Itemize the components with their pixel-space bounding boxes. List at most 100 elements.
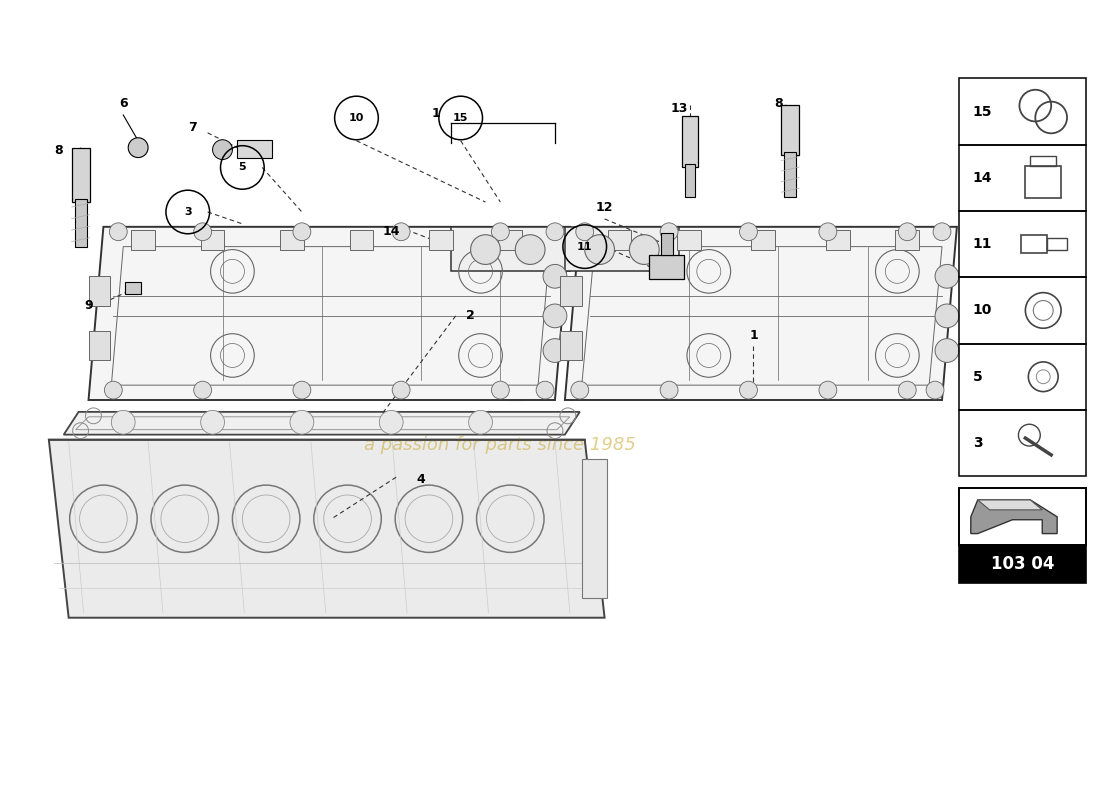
Circle shape [212, 140, 232, 159]
Text: 6: 6 [119, 97, 128, 110]
Text: 2: 2 [466, 310, 475, 322]
Circle shape [492, 223, 509, 241]
Circle shape [471, 234, 501, 265]
Circle shape [293, 381, 311, 399]
Circle shape [129, 138, 149, 158]
Circle shape [536, 381, 554, 399]
Bar [784, 152, 796, 197]
Circle shape [660, 223, 678, 241]
Bar [959, 488, 1086, 546]
Circle shape [543, 265, 566, 288]
Text: 14: 14 [972, 171, 992, 185]
Text: 7: 7 [188, 122, 197, 134]
Bar [429, 230, 453, 250]
Bar [498, 230, 522, 250]
Bar [88, 330, 110, 361]
Circle shape [111, 410, 135, 434]
Bar [280, 230, 304, 250]
Circle shape [515, 234, 544, 265]
Circle shape [660, 381, 678, 399]
Bar [959, 78, 1086, 145]
Bar [959, 546, 1086, 583]
Bar [125, 282, 141, 294]
Bar [685, 165, 695, 197]
Circle shape [739, 223, 758, 241]
Bar [781, 105, 799, 154]
Bar [607, 230, 631, 250]
Circle shape [543, 304, 566, 328]
Circle shape [739, 381, 758, 399]
Circle shape [818, 381, 837, 399]
Circle shape [109, 223, 128, 241]
Circle shape [492, 381, 509, 399]
Text: 11: 11 [578, 242, 593, 252]
Circle shape [899, 223, 916, 241]
Bar [661, 233, 673, 254]
Bar [131, 230, 155, 250]
Text: 10: 10 [972, 303, 992, 318]
Text: 11: 11 [972, 237, 992, 251]
Bar [200, 230, 224, 250]
Bar [959, 145, 1086, 211]
Text: 10: 10 [349, 113, 364, 123]
Text: 8: 8 [774, 97, 782, 110]
Bar [676, 230, 701, 250]
Text: 4: 4 [417, 473, 426, 486]
Bar [959, 278, 1086, 343]
Polygon shape [565, 227, 679, 271]
Polygon shape [48, 439, 605, 618]
Polygon shape [978, 500, 1042, 510]
Circle shape [293, 223, 311, 241]
Circle shape [469, 410, 493, 434]
Bar [582, 459, 606, 598]
Bar [959, 343, 1086, 410]
Text: 5: 5 [239, 162, 246, 173]
Bar [350, 230, 373, 250]
Circle shape [194, 381, 211, 399]
Circle shape [629, 234, 659, 265]
Text: a passion for parts since 1985: a passion for parts since 1985 [364, 435, 636, 454]
Bar [826, 230, 849, 250]
Text: 15: 15 [453, 113, 469, 123]
Bar [751, 230, 776, 250]
Polygon shape [451, 227, 570, 271]
Bar [560, 330, 582, 361]
Text: 15: 15 [972, 105, 992, 118]
Bar [238, 140, 272, 158]
Polygon shape [971, 500, 1057, 534]
Circle shape [818, 223, 837, 241]
Circle shape [393, 381, 410, 399]
Bar [959, 211, 1086, 278]
Circle shape [571, 381, 588, 399]
Bar [1031, 156, 1056, 166]
Bar [88, 276, 110, 306]
Circle shape [585, 234, 615, 265]
Bar [72, 148, 89, 202]
Circle shape [935, 338, 959, 362]
Text: 5: 5 [972, 370, 982, 384]
Circle shape [935, 304, 959, 328]
Bar [1047, 238, 1067, 250]
Bar [959, 410, 1086, 476]
Text: 103 04: 103 04 [991, 555, 1054, 574]
Bar [649, 254, 684, 279]
Bar [75, 199, 87, 246]
Text: 9: 9 [85, 299, 92, 313]
Text: 1: 1 [431, 106, 440, 119]
Text: 8: 8 [54, 144, 63, 157]
Circle shape [935, 265, 959, 288]
Bar [895, 230, 920, 250]
Text: 3: 3 [184, 207, 191, 217]
Bar [682, 116, 697, 167]
Text: eurospares: eurospares [228, 319, 773, 402]
Bar [1022, 235, 1047, 253]
Circle shape [926, 381, 944, 399]
Bar [560, 276, 582, 306]
Polygon shape [64, 412, 580, 434]
Circle shape [546, 223, 564, 241]
Text: 13: 13 [670, 102, 688, 114]
Circle shape [899, 381, 916, 399]
Text: 3: 3 [972, 436, 982, 450]
Circle shape [200, 410, 224, 434]
Text: 1: 1 [749, 329, 758, 342]
